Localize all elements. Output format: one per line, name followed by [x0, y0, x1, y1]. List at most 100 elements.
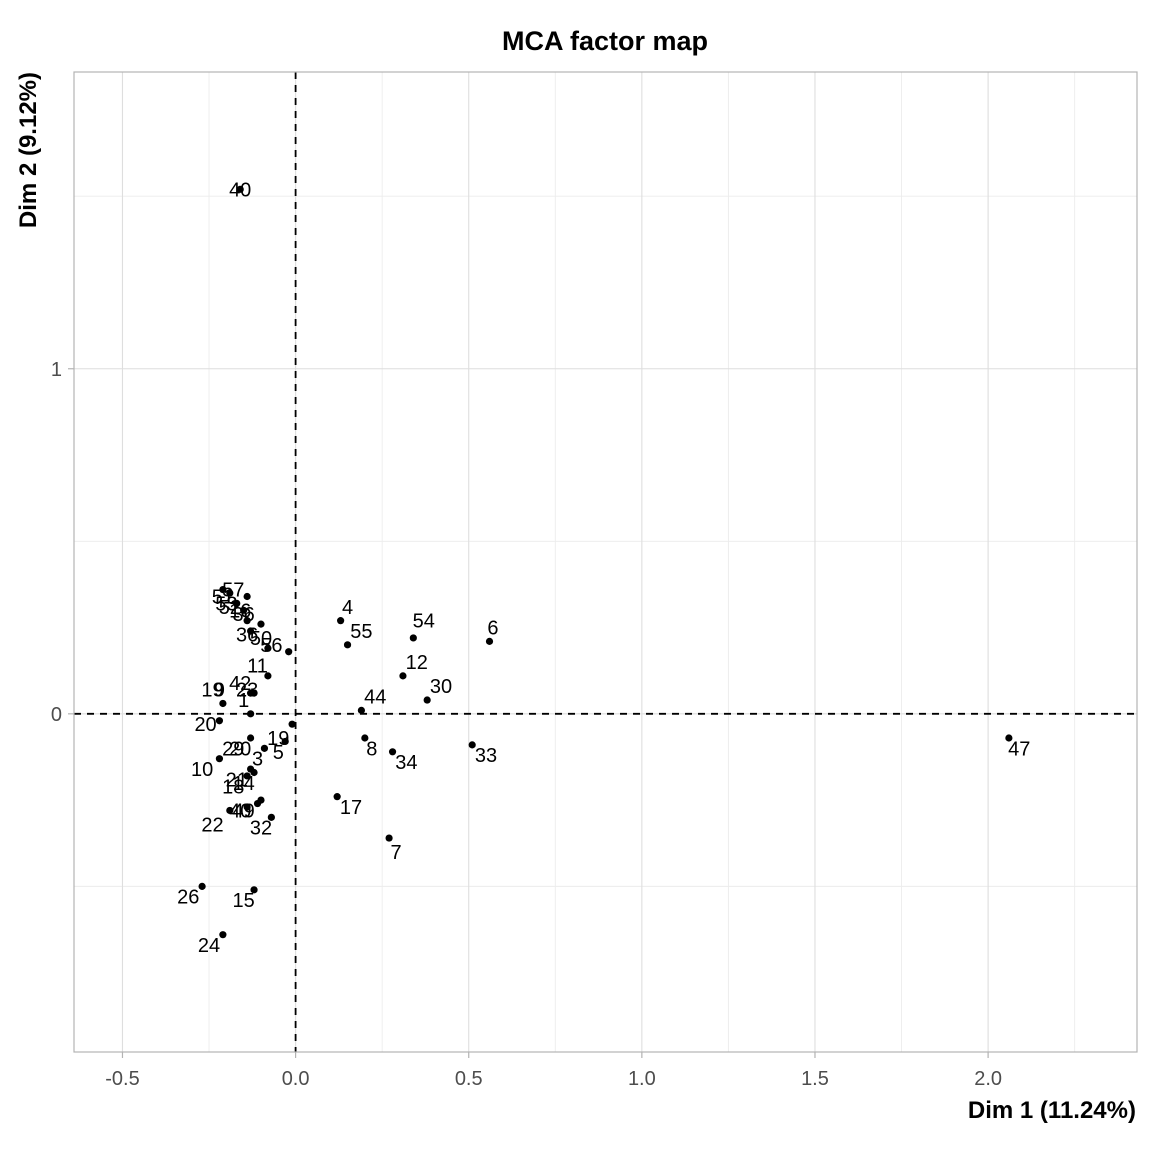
data-point [388, 748, 397, 756]
chart-title: MCA factor map [502, 26, 708, 56]
point-label: 52 [219, 597, 241, 619]
data-point [246, 689, 255, 697]
point-label: 54 [413, 611, 435, 633]
data-point [409, 634, 417, 642]
data-point [233, 599, 241, 608]
data-point [215, 755, 224, 763]
data-point [468, 741, 476, 749]
point-label: 40 [229, 800, 251, 822]
x-axis-title: Dim 1 (11.24%) [968, 1097, 1136, 1124]
data-point [243, 617, 251, 625]
data-point [250, 886, 258, 894]
point-label: 49 [233, 800, 255, 822]
point-markers [198, 185, 1013, 939]
data-point [250, 768, 258, 777]
grid-lines [74, 72, 1137, 1052]
point-label: 5 [273, 742, 284, 764]
data-point [285, 648, 293, 656]
point-label: 50 [250, 628, 272, 650]
data-point [333, 793, 341, 801]
point-label: 11 [247, 656, 268, 678]
data-point [219, 931, 227, 939]
x-tick-label: 1.0 [628, 1068, 656, 1090]
point-label: 17 [340, 797, 362, 819]
x-tick-label: 1.5 [801, 1068, 829, 1090]
point-label: 19 [201, 680, 223, 702]
data-point [246, 710, 255, 718]
point-label: 26 [177, 887, 199, 909]
data-point [243, 772, 251, 780]
x-tick-label: -0.5 [105, 1068, 139, 1090]
point-label: 40 [229, 179, 251, 201]
x-tick-label: 0.5 [455, 1068, 483, 1090]
point-label: 14 [233, 773, 255, 795]
point-label: 33 [475, 745, 497, 767]
point-label: 30 [430, 676, 452, 698]
point-label: 15 [233, 890, 255, 912]
point-label: 3 [252, 749, 263, 771]
data-point [264, 644, 272, 652]
point-label: 56 [260, 635, 282, 657]
y-tick-label: 1 [51, 359, 62, 381]
data-point [243, 803, 251, 811]
data-point [357, 706, 365, 714]
point-label: 23 [236, 680, 258, 702]
point-label: 20 [229, 738, 251, 760]
data-point [253, 799, 262, 808]
point-label: 1 [238, 690, 249, 712]
point-label: 55 [350, 621, 372, 643]
data-point [246, 734, 255, 742]
point-label: 9 [214, 680, 225, 702]
point-label: 44 [364, 687, 386, 709]
data-point [399, 672, 407, 680]
point-label: 53 [215, 593, 237, 615]
point-label: 10 [191, 759, 213, 781]
point-label: 21 [226, 769, 248, 791]
data-point [385, 834, 393, 842]
data-point [219, 699, 227, 708]
point-label: 34 [395, 752, 417, 774]
plot-panel-border [73, 71, 1138, 1053]
axis-ticks: -0.5 0.0 0.5 1.0 1.5 2.0 0 1 [51, 359, 1002, 1090]
data-point [260, 744, 269, 752]
point-label: 20 [194, 714, 216, 736]
point-label: 16 [229, 600, 251, 622]
x-tick-label: 0.0 [282, 1068, 310, 1090]
data-point [343, 641, 352, 649]
data-point [264, 672, 272, 680]
data-point [226, 589, 234, 597]
data-point [361, 734, 369, 742]
point-label: 57 [222, 580, 244, 602]
point-label: 22 [201, 814, 223, 836]
data-point [243, 592, 251, 601]
point-label: 7 [390, 842, 401, 864]
data-point [236, 185, 244, 193]
point-label: 6 [487, 618, 498, 640]
point-label: 24 [198, 935, 220, 957]
point-label: 29 [222, 738, 244, 760]
point-label: 8 [366, 738, 377, 760]
point-label: 36 [236, 624, 258, 646]
data-point [281, 737, 289, 746]
point-label: 18 [222, 776, 244, 798]
data-point [215, 717, 224, 725]
reference-lines [74, 72, 1137, 1052]
data-point [240, 606, 248, 614]
data-point [337, 617, 345, 625]
point-label: 12 [406, 652, 428, 674]
x-tick-label: 2.0 [974, 1068, 1002, 1090]
point-label: 32 [250, 818, 272, 840]
point-label: 36 [233, 604, 255, 626]
point-label: 51 [212, 587, 234, 609]
data-point [246, 627, 255, 635]
data-point [257, 620, 265, 628]
data-point [485, 637, 494, 645]
data-point [1005, 734, 1013, 742]
data-point [423, 696, 431, 704]
data-point [267, 813, 275, 821]
point-label: 42 [229, 673, 251, 695]
y-tick-label: 0 [51, 704, 62, 726]
point-label: 19 [267, 728, 289, 750]
